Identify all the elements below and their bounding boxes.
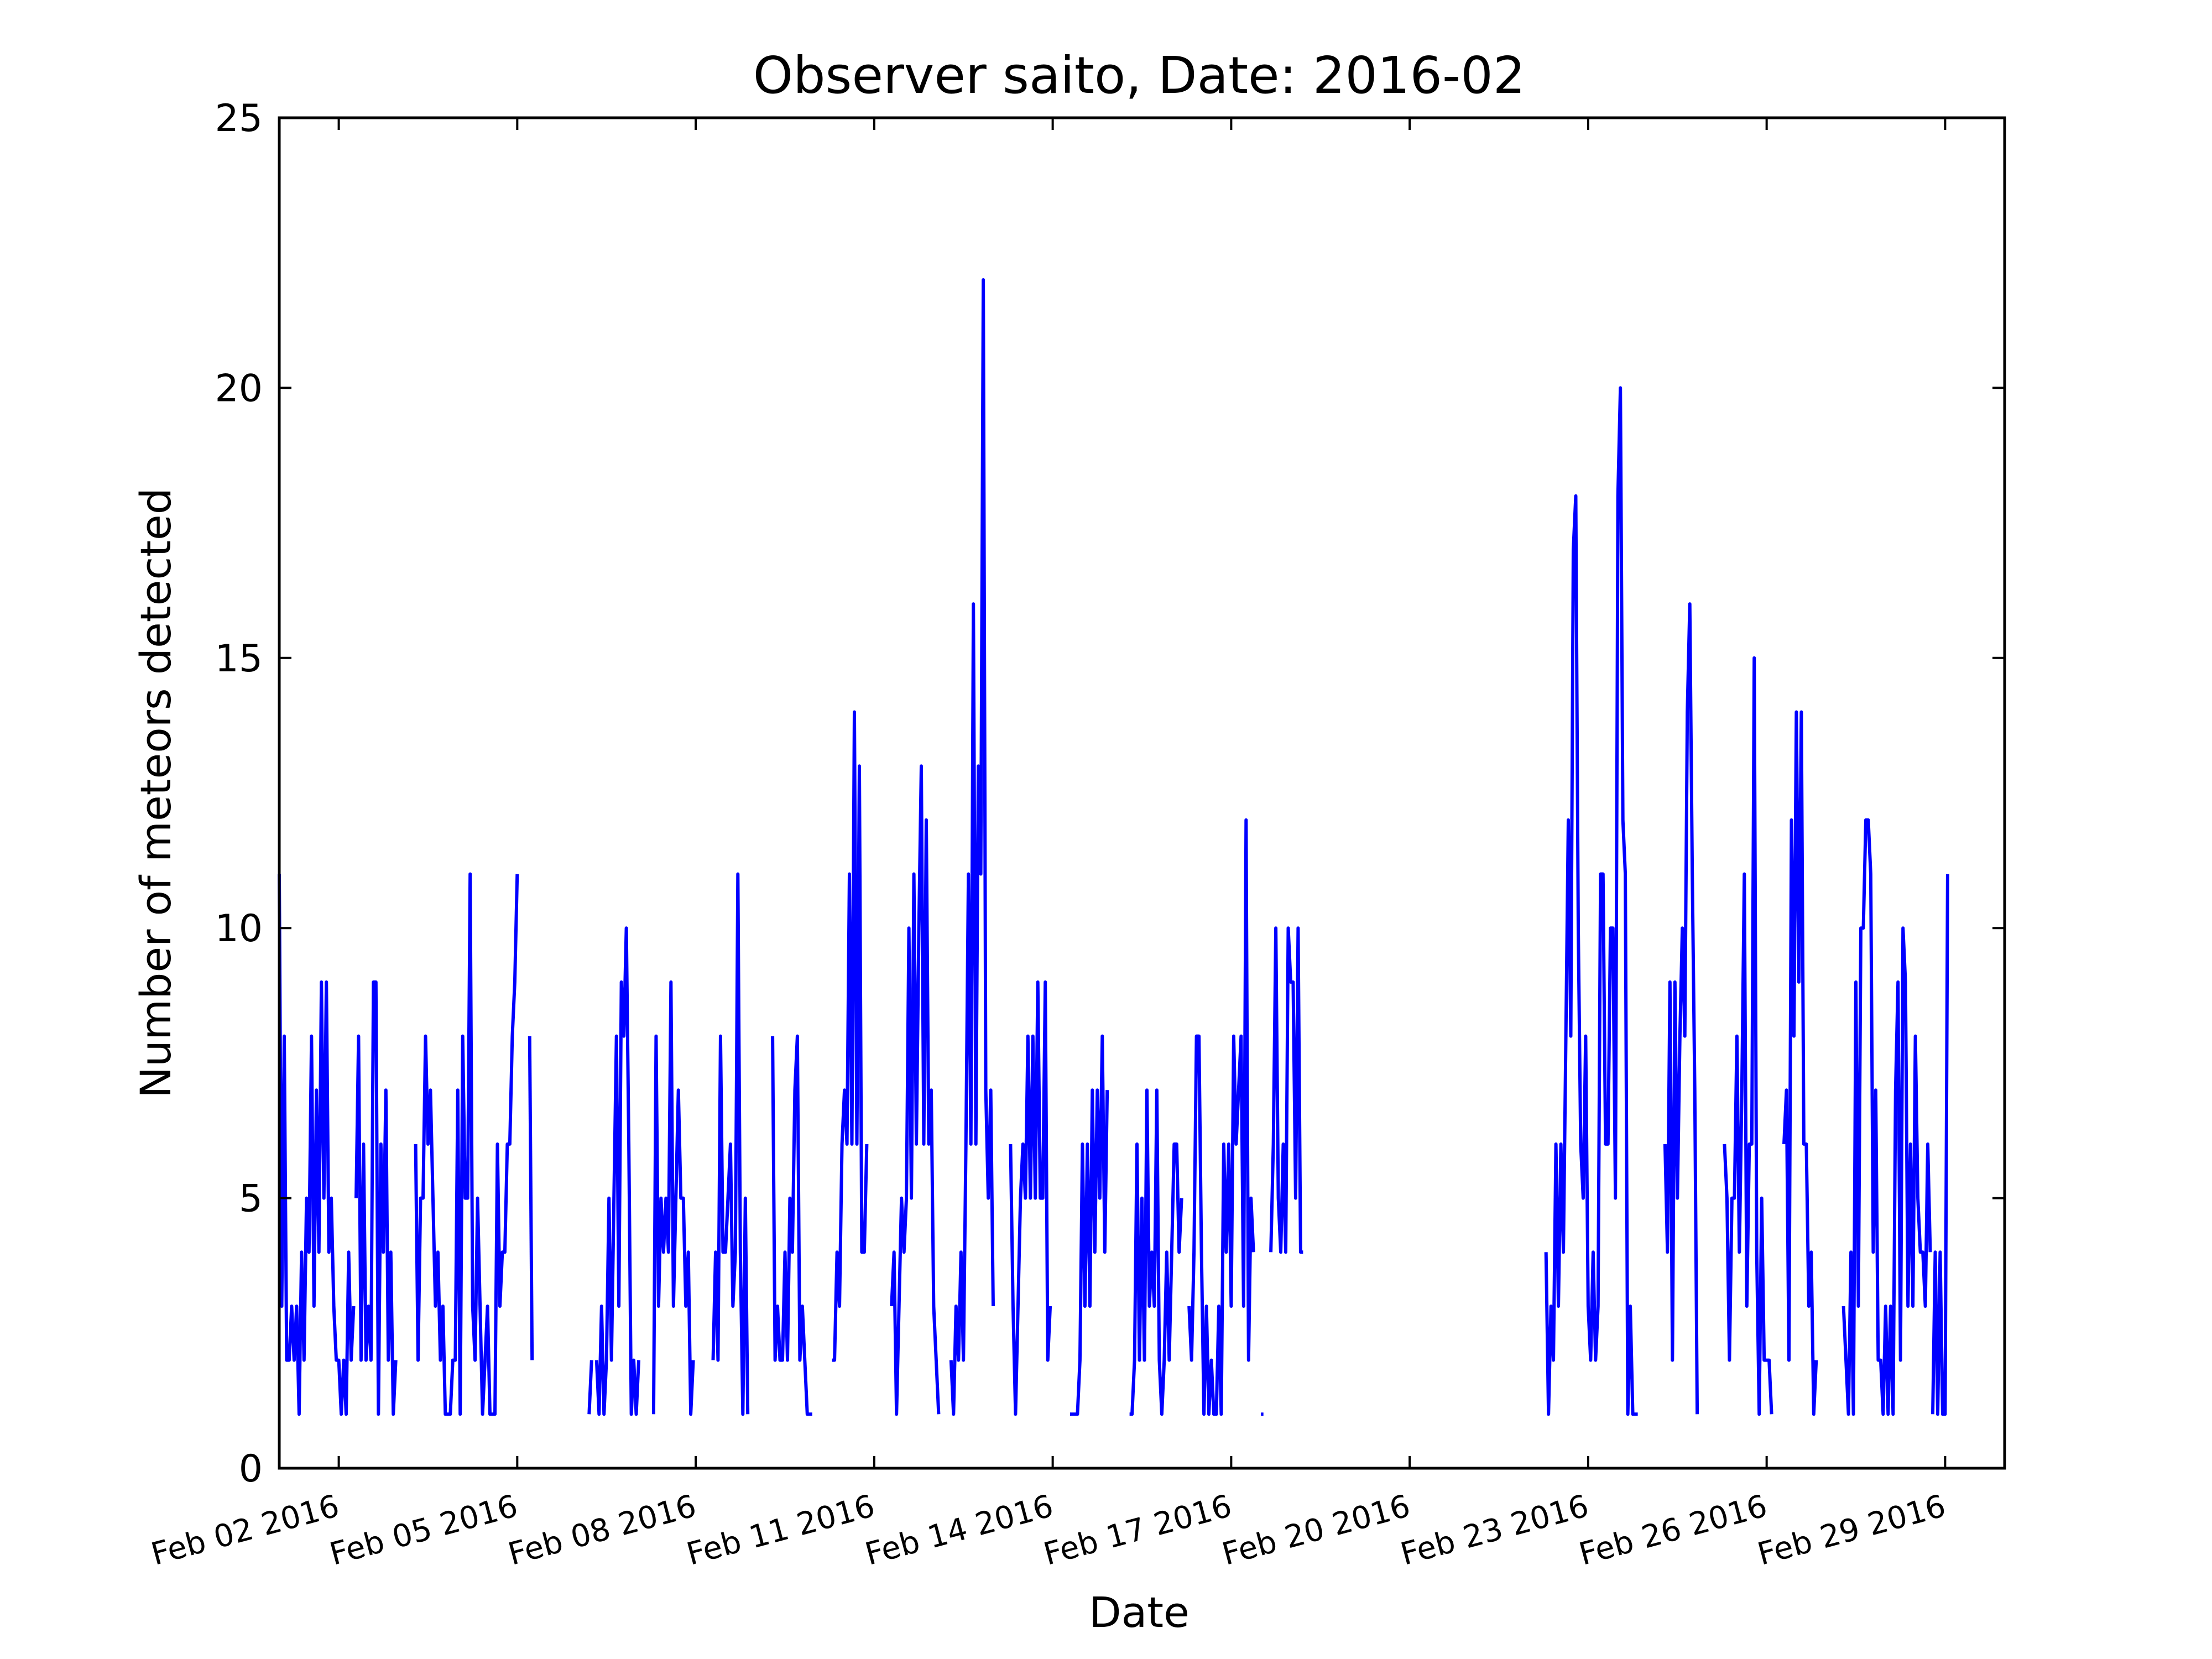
series-line-segment xyxy=(1723,656,1773,1416)
series-line-segment xyxy=(528,1036,534,1360)
x-tick-label: Feb 17 2016 xyxy=(1040,1488,1235,1573)
series-line-segment xyxy=(1544,386,1638,1416)
x-axis-label: Date xyxy=(1089,1588,1190,1637)
x-tick-label: Feb 14 2016 xyxy=(862,1488,1057,1573)
series-line-segment xyxy=(890,764,941,1416)
y-tick-label: 5 xyxy=(239,1177,263,1221)
series-line-segment xyxy=(414,872,519,1416)
x-tick-label: Feb 29 2016 xyxy=(1754,1488,1949,1573)
x-tick-label: Feb 26 2016 xyxy=(1575,1488,1771,1573)
y-tick-label: 20 xyxy=(215,367,263,410)
x-tick-label: Feb 20 2016 xyxy=(1218,1488,1413,1573)
x-tick-label: Feb 08 2016 xyxy=(504,1488,700,1573)
x-tick-label: Feb 05 2016 xyxy=(326,1488,521,1573)
plot-frame xyxy=(278,116,2006,1470)
y-tick-label: 0 xyxy=(239,1447,263,1491)
chart-title: Observer saito, Date: 2016-02 xyxy=(753,46,1526,105)
series-line-segment xyxy=(771,1034,812,1416)
series-line-segment xyxy=(1931,874,1949,1416)
x-tick-label: Feb 02 2016 xyxy=(148,1488,343,1573)
series-line-segment xyxy=(949,278,995,1416)
y-axis-label: Number of meteors detected xyxy=(131,488,180,1098)
series-line-segment xyxy=(1187,818,1255,1416)
x-tick-label: Feb 23 2016 xyxy=(1397,1488,1592,1573)
series-line-segment xyxy=(1070,1034,1109,1416)
series-line-segment xyxy=(1663,602,1699,1415)
y-tick-label: 15 xyxy=(215,637,263,681)
series-line-group xyxy=(278,278,1949,1416)
y-tick-label: 10 xyxy=(215,907,263,951)
series-line-segment xyxy=(1841,818,1932,1416)
series-line-segment xyxy=(651,980,695,1416)
series-line-segment xyxy=(1129,1088,1183,1416)
series-line-segment xyxy=(1009,980,1052,1416)
y-tick-label: 25 xyxy=(215,97,263,140)
series-line-segment xyxy=(278,874,356,1416)
series-line-segment xyxy=(594,926,640,1416)
series-line-segment xyxy=(587,1360,593,1415)
series-line-segment xyxy=(354,980,398,1416)
series-line-segment xyxy=(1269,926,1303,1254)
series-line-segment xyxy=(832,710,869,1362)
x-tick-label: Feb 11 2016 xyxy=(683,1488,878,1573)
y-axis: 0 5 10 15 20 25 xyxy=(215,97,2005,1491)
series-line-segment xyxy=(711,872,750,1416)
series-line-segment xyxy=(1782,710,1818,1416)
